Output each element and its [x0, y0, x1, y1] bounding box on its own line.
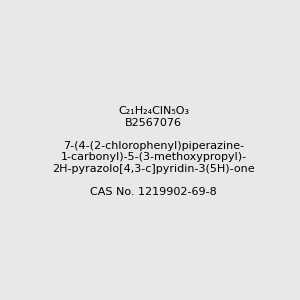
Text: C₂₁H₂₄ClN₅O₃
B2567076

7-(4-(2-chlorophenyl)piperazine-
1-carbonyl)-5-(3-methoxy: C₂₁H₂₄ClN₅O₃ B2567076 7-(4-(2-chlorophen… — [52, 106, 255, 197]
